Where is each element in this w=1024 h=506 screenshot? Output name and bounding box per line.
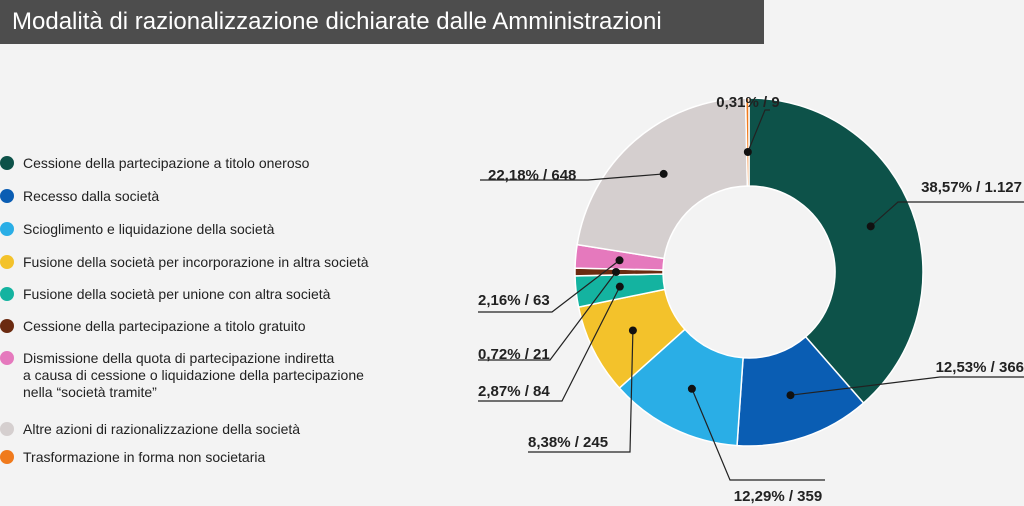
callout-dot	[659, 169, 668, 178]
legend-label: Altre azioni di razionalizzazione della …	[23, 421, 301, 437]
data-label: 8,38% / 245	[528, 434, 608, 451]
callout-dot	[866, 222, 875, 231]
legend-swatch	[0, 422, 14, 436]
legend-item: Fusione della società per incorporazione…	[0, 254, 423, 271]
donut-chart: 38,57% / 1.127 12,53% / 366 12,29% / 359 8,…	[478, 94, 1024, 505]
legend-label: Fusione della società per incorporazione…	[23, 254, 369, 270]
legend-swatch	[0, 189, 14, 203]
data-label: 12,29% / 359	[734, 488, 822, 505]
callout-dot	[743, 148, 752, 157]
callout-dot	[612, 268, 620, 276]
data-label: 2,16% / 63	[478, 292, 550, 309]
legend-item: Scioglimento e liquidazione della societ…	[0, 221, 423, 238]
callout-line	[790, 376, 1024, 396]
data-label: 38,57% / 1.127	[921, 179, 1022, 196]
callout-line	[480, 173, 664, 181]
callout-line	[691, 388, 825, 481]
callout-dot	[786, 391, 795, 400]
legend-label: Cessione della partecipazione a titolo g…	[23, 318, 306, 334]
donut-slice	[744, 97, 750, 187]
legend-swatch	[0, 319, 14, 333]
callout-dot	[687, 384, 696, 393]
legend-swatch	[0, 222, 14, 236]
data-label: 2,87% / 84	[478, 383, 550, 400]
data-label: 22,18% / 648	[488, 167, 576, 184]
data-label: 0,31% / 9	[716, 94, 779, 111]
callout-dot	[615, 256, 624, 265]
legend-swatch	[0, 351, 14, 365]
legend-item: Recesso dalla società	[0, 188, 423, 205]
legend-label: Cessione della partecipazione a titolo o…	[23, 155, 310, 171]
legend-item: Cessione della partecipazione a titolo o…	[0, 155, 423, 172]
legend-label: Dismissione della quota di partecipazion…	[23, 350, 364, 400]
legend-swatch	[0, 287, 14, 301]
legend-swatch	[0, 255, 14, 269]
legend-label: Scioglimento e liquidazione della societ…	[23, 221, 275, 237]
donut-slice	[576, 97, 749, 260]
data-label: 0,72% / 21	[478, 346, 550, 363]
legend-label: Recesso dalla società	[23, 188, 160, 204]
callout-line	[528, 330, 634, 453]
legend-item: Dismissione della quota di partecipazion…	[0, 350, 423, 401]
callout-line	[478, 259, 620, 313]
callout-line	[747, 109, 770, 153]
chart-title: Modalità di razionalizzazione dichiarate…	[0, 0, 764, 44]
callout-dot	[628, 326, 637, 335]
data-label: 12,53% / 366	[936, 359, 1024, 376]
legend-item: Trasformazione in forma non societaria	[0, 449, 423, 466]
legend-label: Trasformazione in forma non societaria	[23, 449, 266, 465]
callout-line	[478, 286, 621, 402]
legend-swatch	[0, 156, 14, 170]
legend-item: Altre azioni di razionalizzazione della …	[0, 421, 423, 438]
legend-item: Cessione della partecipazione a titolo g…	[0, 318, 423, 335]
callout-line	[870, 201, 1024, 227]
legend-label: Fusione della società per unione con alt…	[23, 286, 331, 302]
donut-slice	[748, 97, 924, 405]
legend-swatch	[0, 450, 14, 464]
legend-item: Fusione della società per unione con alt…	[0, 286, 423, 303]
callout-dot	[615, 282, 624, 291]
callout-line	[478, 271, 617, 361]
